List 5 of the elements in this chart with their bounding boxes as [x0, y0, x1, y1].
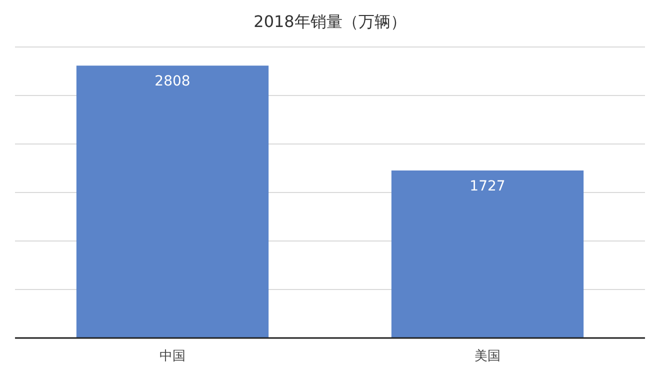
chart-title: 2018年销量（万辆）	[254, 12, 406, 31]
data-label: 2808	[154, 74, 190, 90]
x-tick-label: 美国	[474, 348, 500, 364]
data-label: 1727	[470, 178, 506, 194]
x-tick-label: 中国	[160, 349, 186, 364]
